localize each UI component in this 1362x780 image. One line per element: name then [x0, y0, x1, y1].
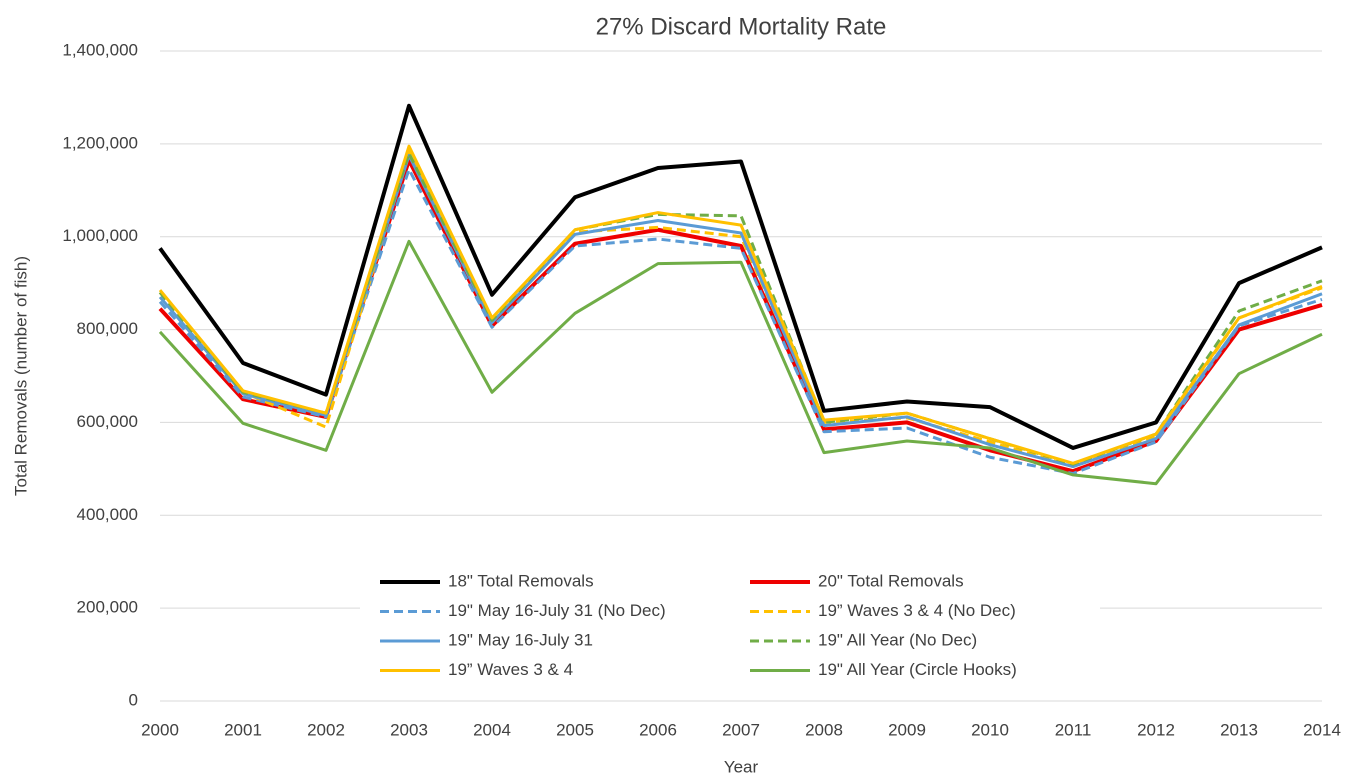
- x-tick-label: 2006: [639, 720, 677, 739]
- y-tick-label: 1,400,000: [62, 40, 138, 59]
- series-line: [158, 151, 1323, 466]
- x-tick-label: 2012: [1137, 720, 1175, 739]
- x-tick-label: 2009: [888, 720, 926, 739]
- legend-label: 18" Total Removals: [448, 571, 594, 590]
- x-tick-label: 2011: [1055, 720, 1092, 739]
- y-tick-label: 0: [129, 690, 138, 709]
- x-tick-label: 2010: [971, 720, 1009, 739]
- y-tick-label: 1,200,000: [62, 133, 138, 152]
- legend-label: 19" All Year (Circle Hooks): [818, 660, 1017, 679]
- y-tick-label: 400,000: [77, 505, 138, 524]
- x-tick-label: 2007: [722, 720, 760, 739]
- x-tick-label: 2005: [556, 720, 594, 739]
- chart-title: 27% Discard Mortality Rate: [596, 13, 887, 40]
- x-tick-label: 2001: [224, 720, 262, 739]
- legend-label: 20" Total Removals: [818, 571, 964, 590]
- x-tick-label: 2013: [1220, 720, 1258, 739]
- y-axis-label: Total Removals (number of fish): [11, 256, 30, 496]
- legend-label: 19" May 16-July 31 (No Dec): [448, 601, 666, 620]
- x-tick-label: 2014: [1303, 720, 1341, 739]
- y-tick-label: 1,000,000: [62, 226, 138, 245]
- series-line: [158, 153, 1323, 469]
- legend-label: 19” Waves 3 & 4 (No Dec): [818, 601, 1016, 620]
- legend-label: 19” Waves 3 & 4: [448, 660, 573, 679]
- x-tick-label: 2004: [473, 720, 511, 739]
- y-tick-label: 200,000: [77, 598, 138, 617]
- y-tick-label: 800,000: [77, 319, 138, 338]
- x-tick-label: 2008: [805, 720, 843, 739]
- series-line: [158, 239, 1323, 486]
- legend-box: [360, 566, 1100, 688]
- legend-label: 19" All Year (No Dec): [818, 630, 977, 649]
- series-line: [158, 144, 1323, 465]
- x-tick-label: 2000: [141, 720, 179, 739]
- legend-label: 19" May 16-July 31: [448, 630, 593, 649]
- x-tick-label: 2003: [390, 720, 428, 739]
- y-tick-label: 600,000: [77, 412, 138, 431]
- x-axis-label: Year: [724, 757, 759, 776]
- x-tick-label: 2002: [307, 720, 345, 739]
- series-line: [158, 149, 1323, 469]
- series-line: [158, 103, 1323, 450]
